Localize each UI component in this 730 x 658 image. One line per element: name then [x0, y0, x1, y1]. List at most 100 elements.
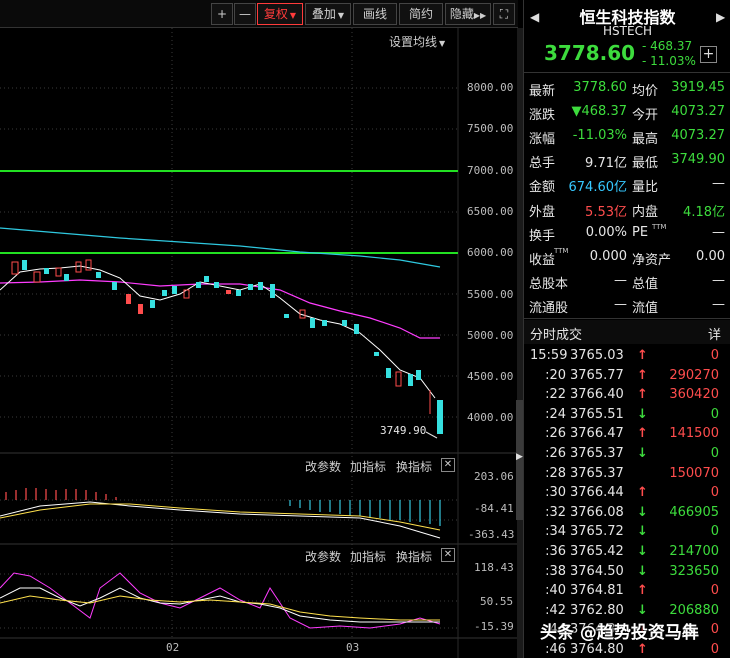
arrow-down-icon: ↓	[637, 563, 648, 579]
kdj-close-button[interactable]: ✕	[441, 548, 455, 562]
arrow-up-icon: ↑	[637, 426, 648, 442]
stat-value: 4.18亿	[683, 204, 725, 220]
y-tick: 5500.00	[467, 288, 514, 301]
tick-volume: 0	[710, 406, 719, 422]
arrow-down-icon: ↓	[637, 602, 648, 618]
zoom-out-button[interactable]: —	[234, 3, 256, 25]
y-tick: 6500.00	[467, 205, 514, 218]
tick-volume: 0	[710, 622, 719, 638]
splitter[interactable]	[517, 28, 523, 658]
arrow-up-icon: ↑	[637, 367, 648, 383]
stat-value: —	[712, 272, 725, 288]
macd-dea-line	[0, 503, 441, 531]
overlay-dropdown[interactable]: 叠加 ▼	[305, 3, 351, 25]
stat-row: 涨幅 -11.03% 最高 4073.27	[524, 125, 730, 148]
fuquan-dropdown[interactable]: 复权 ▼	[257, 3, 303, 25]
x-tick: 03	[346, 641, 360, 654]
stat-value: 4073.27	[671, 128, 725, 144]
stat-label: 流通股	[529, 300, 569, 316]
stat-label: 均价	[632, 84, 659, 99]
candlesticks[interactable]	[11, 259, 443, 434]
stock-name: 恒生科技指数	[579, 8, 676, 27]
caret-down-icon: ▼	[337, 11, 345, 20]
tick-time: :22	[545, 387, 566, 403]
ma-long-line	[0, 227, 441, 268]
caret-down-icon: ▼	[289, 11, 297, 20]
tick-row: :32 3766.08 ↓ 466905	[524, 504, 730, 524]
macd-switch-indicator-button[interactable]: 换指标	[396, 460, 433, 474]
low-annotation: 3749.90	[380, 424, 427, 437]
tick-row: :30 3766.44 ↑ 0	[524, 484, 730, 504]
y-tick: 5000.00	[467, 329, 514, 342]
fullscreen-button[interactable]: ⛶	[493, 3, 515, 25]
tick-price: 3765.42	[570, 544, 624, 559]
draw-line-button[interactable]: 画线	[353, 3, 397, 25]
tick-row: :38 3764.50 ↓ 323650	[524, 563, 730, 583]
add-watchlist-button[interactable]: +	[700, 46, 717, 63]
tick-price: 3765.37	[570, 465, 624, 481]
kdj-params-button[interactable]: 改参数	[305, 550, 342, 564]
ma-settings-label: 设置均线	[389, 35, 438, 49]
tick-price: 3765.72	[570, 524, 624, 540]
splitter-handle[interactable]	[516, 400, 524, 520]
tick-time: :26	[545, 426, 566, 442]
stat-row: 总手 9.71亿 最低 3749.90	[524, 149, 730, 172]
arrow-up-icon: ↑	[637, 387, 648, 403]
ticks-detail-button[interactable]: 详	[708, 328, 722, 343]
stat-label: PE	[632, 224, 649, 240]
next-stock-button[interactable]: ▶	[716, 10, 725, 24]
prev-stock-button[interactable]: ◀	[530, 10, 539, 24]
arrow-up-icon: ↑	[637, 583, 648, 599]
kdj-j-line	[0, 572, 441, 629]
price-change-pct: - 11.03%	[642, 54, 696, 68]
arrow-down-icon: ↓	[637, 406, 648, 422]
stat-value: -11.03%	[572, 128, 627, 144]
fullscreen-icon: ⛶	[499, 7, 509, 21]
stat-label: 最高	[632, 132, 659, 148]
ticks-title: 分时成交	[530, 328, 583, 343]
macd-params-button[interactable]: 改参数	[305, 460, 342, 474]
macd-histogram	[5, 488, 441, 526]
tick-price: 3764.81	[570, 583, 624, 599]
stat-value: 0.00	[696, 248, 725, 264]
arrow-left-icon: ◀	[530, 10, 540, 24]
plus-icon: +	[702, 46, 715, 62]
watermark: 头条 @趋势投资马犇	[540, 623, 699, 643]
overlay-label: 叠加	[311, 7, 336, 21]
y-tick: 8000.00	[467, 81, 514, 94]
zoom-in-button[interactable]: +	[211, 3, 233, 25]
stat-label: 净资产	[632, 252, 672, 268]
macd-add-indicator-button[interactable]: 加指标	[350, 460, 387, 474]
y-tick: 4000.00	[467, 411, 514, 424]
close-icon: ✕	[443, 549, 453, 560]
tick-volume: 206880	[669, 602, 719, 618]
y-tick: 6000.00	[467, 246, 514, 259]
macd-close-button[interactable]: ✕	[441, 458, 455, 472]
stat-label: 内盘	[632, 204, 659, 220]
macd-dif-line	[0, 501, 441, 539]
tick-price: 3764.50	[570, 563, 624, 579]
tick-price: 3765.03	[570, 348, 624, 363]
tick-volume: 0	[710, 348, 719, 363]
arrow-down-icon: ↓	[637, 446, 648, 461]
stat-value: 0.000	[589, 248, 627, 264]
stat-value: 4073.27	[671, 104, 725, 120]
tick-time: :24	[545, 406, 566, 422]
tick-volume: 214700	[669, 544, 719, 559]
stat-label: 换手	[529, 228, 556, 244]
stat-value: 3919.45	[671, 80, 725, 95]
macd-y-tick: 203.06	[474, 470, 514, 483]
kdj-d-line	[0, 595, 440, 621]
hide-panel-button[interactable]: 隐藏▶▶	[445, 3, 491, 25]
ma-settings-button[interactable]: 设置均线 ▼	[389, 33, 445, 50]
arrow-up-icon: ↑	[637, 622, 648, 638]
tick-volume: 0	[710, 642, 719, 657]
tick-row: :40 3764.81 ↑ 0	[524, 582, 730, 602]
main-grid	[0, 28, 458, 638]
kdj-switch-indicator-button[interactable]: 换指标	[396, 550, 433, 564]
arrow-down-icon: ↓	[637, 504, 648, 520]
simple-mode-button[interactable]: 简约	[399, 3, 443, 25]
stat-row: 流通股 — 流值 —	[524, 294, 730, 317]
tick-row: :26 3765.37 ↓ 0	[524, 445, 730, 465]
kdj-add-indicator-button[interactable]: 加指标	[350, 550, 387, 564]
